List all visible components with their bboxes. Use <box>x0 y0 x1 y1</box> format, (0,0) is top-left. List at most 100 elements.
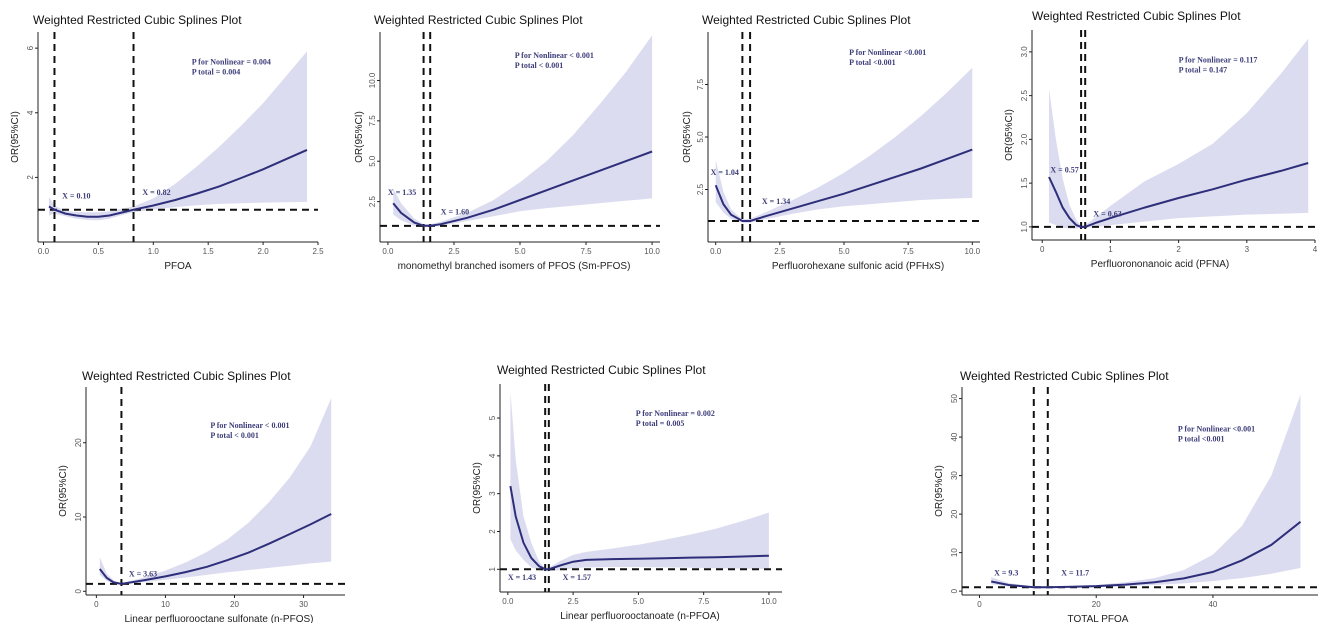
confidence-band <box>99 398 332 585</box>
y-tick-label: 50 <box>950 394 959 403</box>
y-tick-label: 7.5 <box>368 115 377 127</box>
x-axis-title: Linear perfluorooctane sulfonate (n-PFOS… <box>125 614 314 623</box>
x-axis-title: Perfluorohexane sulfonic acid (PFHxS) <box>772 261 944 272</box>
y-tick-label: 5.0 <box>696 131 705 143</box>
y-tick-label: 2.0 <box>1020 133 1029 145</box>
confidence-band <box>715 67 973 223</box>
x-tick-label: 0 <box>977 600 982 609</box>
spline-panel-6: 0.0 2.5 5.0 7.5 10.0 1 2 3 4 5 X = 1.43 X = 1.57 P f… <box>472 363 782 622</box>
y-tick-label: 7.5 <box>696 78 705 90</box>
x-tick-label: 7.5 <box>903 247 915 256</box>
x-tick-label: 0.0 <box>710 247 722 256</box>
spline-panel-2: 0.0 2.5 5.0 7.5 10.0 2.5 5.0 7.5 10.0 X = 1.35 X =… <box>354 13 660 272</box>
p-value-label: P for Nonlinear = 0.117 <box>1179 55 1258 64</box>
chart-title: Weighted Restricted Cubic Splines Plot <box>497 363 706 377</box>
spline-curve <box>1048 162 1309 228</box>
x-tick-label: 0 <box>1040 245 1045 254</box>
knot-label: X = 1.35 <box>388 188 416 197</box>
x-tick-label: 0.5 <box>93 247 105 256</box>
y-tick-label: 3 <box>488 491 497 496</box>
y-tick-label: 30 <box>950 471 959 480</box>
y-tick-label: 10 <box>74 512 83 521</box>
p-value-label: P for Nonlinear <0.001 <box>849 48 926 57</box>
x-axis-title: monomethyl branched isomers of PFOS (Sm-… <box>398 261 631 272</box>
knot-label: X = 1.04 <box>711 168 739 177</box>
p-value-label: P for Nonlinear = 0.004 <box>192 57 271 66</box>
y-tick-label: 2.5 <box>696 183 705 195</box>
y-axis-title: OR(95%CI) <box>934 465 945 517</box>
x-tick-label: 1.5 <box>203 247 215 256</box>
knot-label: X = 11.7 <box>1061 569 1089 578</box>
y-tick-label: 1 <box>488 567 497 572</box>
chart-title: Weighted Restricted Cubic Splines Plot <box>82 369 291 383</box>
p-value-label: P total < 0.001 <box>515 61 564 70</box>
confidence-band <box>991 394 1301 588</box>
knot-label: X = 1.60 <box>441 208 469 217</box>
confidence-band <box>510 391 769 572</box>
x-tick-label: 4 <box>1313 245 1318 254</box>
x-tick-label: 5.0 <box>514 247 526 256</box>
y-tick-label: 0 <box>74 589 83 594</box>
y-tick-label: 5 <box>488 415 497 420</box>
y-tick-label: 1.5 <box>1020 177 1029 189</box>
y-axis-title: OR(95%CI) <box>1004 109 1015 161</box>
y-tick-label: 5.0 <box>368 155 377 167</box>
x-axis-title: PFOA <box>164 261 192 272</box>
x-tick-label: 0.0 <box>382 247 394 256</box>
x-tick-label: 2.5 <box>448 247 460 256</box>
x-tick-label: 5.0 <box>838 247 850 256</box>
chart-title: Weighted Restricted Cubic Splines Plot <box>702 13 911 27</box>
y-tick-label: 0 <box>950 588 959 593</box>
y-tick-label: 2 <box>488 529 497 534</box>
spline-curve <box>392 150 653 227</box>
x-tick-label: 7.5 <box>580 247 592 256</box>
y-tick-label: 1.0 <box>1020 221 1029 233</box>
p-value-label: P total <0.001 <box>1178 434 1225 443</box>
spline-panel-5: 0 10 20 30 0 10 20 X = 3.63 P for Nonlinear < 0.… <box>58 369 345 623</box>
x-tick-label: 10.0 <box>965 247 981 256</box>
p-value-label: P for Nonlinear = 0.002 <box>636 409 715 418</box>
y-tick-label: 20 <box>950 509 959 518</box>
knot-label: X = 1.43 <box>508 573 536 582</box>
x-tick-label: 2.5 <box>568 597 580 606</box>
spline-panel-4: 0 1 2 3 4 1.0 1.5 2.0 2.5 3.0 X = 0.57 X = 0.63 P fo… <box>1004 9 1318 270</box>
knot-label: X = 1.34 <box>762 197 790 206</box>
y-tick-label: 3.0 <box>1020 46 1029 58</box>
y-tick-label: 2.5 <box>368 196 377 208</box>
p-value-label: P total <0.001 <box>849 58 896 67</box>
knot-label: X = 1.57 <box>563 573 591 582</box>
x-tick-label: 10.0 <box>761 597 777 606</box>
p-value-label: P for Nonlinear <0.001 <box>1178 424 1255 433</box>
y-axis-title: OR(95%CI) <box>58 465 69 517</box>
chart-title: Weighted Restricted Cubic Splines Plot <box>374 13 583 27</box>
spline-curve <box>48 148 308 218</box>
chart-title: Weighted Restricted Cubic Splines Plot <box>960 369 1169 383</box>
y-axis-title: OR(95%CI) <box>682 111 693 163</box>
knot-label: X = 0.63 <box>1093 209 1121 218</box>
x-tick-label: 7.5 <box>698 597 710 606</box>
knot-label: X = 0.10 <box>62 191 90 200</box>
p-value-label: P for Nonlinear < 0.001 <box>210 421 289 430</box>
x-axis-title: Linear perfluorooctanoate (n-PFOA) <box>560 611 720 622</box>
x-tick-label: 2.5 <box>312 247 324 256</box>
y-tick-label: 20 <box>74 438 83 447</box>
y-tick-label: 10.0 <box>368 72 377 88</box>
x-tick-label: 20 <box>1092 600 1101 609</box>
chart-title: Weighted Restricted Cubic Splines Plot <box>1032 9 1241 23</box>
y-axis-title: OR(95%CI) <box>10 111 21 163</box>
spline-curve <box>991 521 1302 589</box>
y-tick-label: 2.5 <box>1020 90 1029 102</box>
x-tick-label: 0 <box>94 600 99 609</box>
spline-panel-3: 0.0 2.5 5.0 7.5 10.0 2.5 5.0 7.5 X = 1.04 X = 1.3… <box>682 13 981 272</box>
spline-curve <box>714 148 973 222</box>
x-tick-label: 3 <box>1245 245 1250 254</box>
y-tick-label: 40 <box>950 432 959 441</box>
y-tick-label: 4 <box>26 110 35 115</box>
x-tick-label: 10 <box>161 600 170 609</box>
x-tick-label: 40 <box>1208 600 1217 609</box>
x-tick-label: 20 <box>230 600 239 609</box>
x-axis-title: TOTAL PFOA <box>1068 614 1129 623</box>
p-value-label: P total = 0.004 <box>192 67 241 76</box>
confidence-band <box>393 35 653 228</box>
spline-curve <box>509 485 769 571</box>
